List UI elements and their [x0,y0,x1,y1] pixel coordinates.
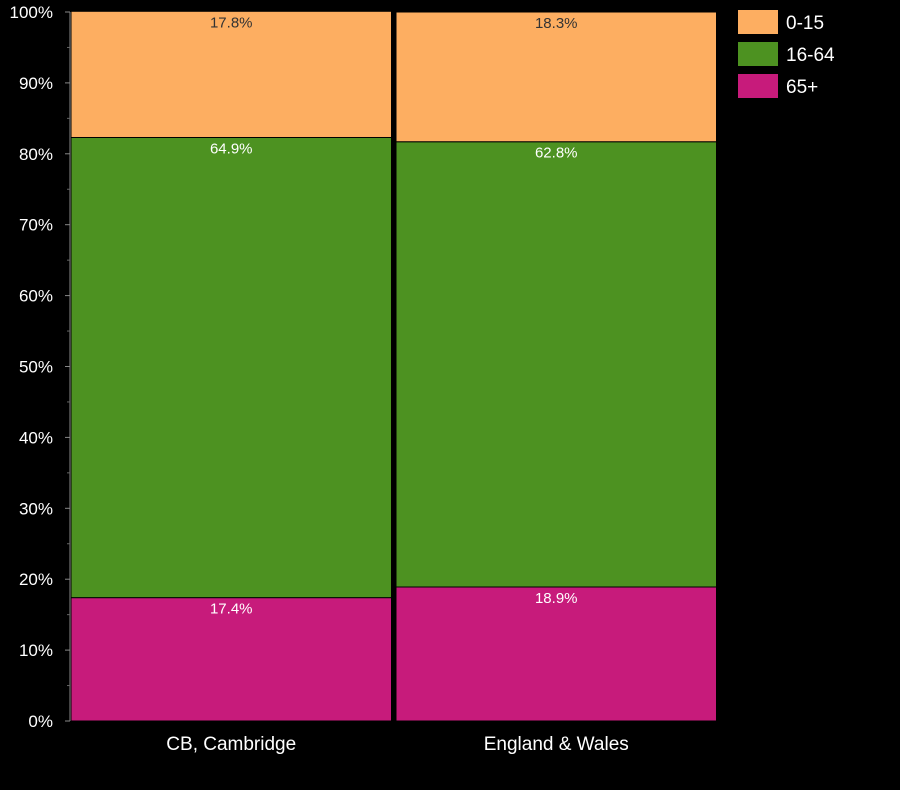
y-tick-label: 40% [19,428,53,447]
y-tick-label: 100% [10,3,53,22]
legend-swatch [738,74,778,98]
y-tick-label: 50% [19,358,53,377]
legend-label: 16-64 [786,45,835,66]
y-axis: 0% 10% 20% 30% 40% 50% 60% 70% 80% 90% 100% [10,3,71,731]
data-label: 18.9% [535,590,578,607]
data-labels: 17.4% 64.9% 17.8% 18.9% 62.8% 18.3% [210,14,578,617]
data-label: 62.8% [535,145,578,162]
x-category-label: CB, Cambridge [166,734,296,755]
y-tick-label: 0% [28,712,53,731]
x-category-label: England & Wales [484,734,629,755]
y-tick-label: 30% [19,499,53,518]
bar-segment-0-15 [70,10,392,138]
legend: 0-15 16-64 65+ [738,10,835,98]
legend-label: 65+ [786,77,818,98]
y-tick-label: 20% [19,570,53,589]
legend-swatch [738,42,778,66]
data-label: 18.3% [535,15,578,32]
bar-segment-65plus [395,586,717,722]
bar-segment-16-64 [395,141,717,588]
y-tick-label: 70% [19,216,53,235]
bars [70,10,717,722]
data-label: 64.9% [210,140,253,157]
bar-segment-0-15 [395,11,717,143]
y-tick-label: 60% [19,287,53,306]
bar-segment-65plus [70,597,392,722]
y-tick-label: 10% [19,641,53,660]
y-tick-label: 80% [19,145,53,164]
data-label: 17.8% [210,14,253,31]
legend-swatch [738,10,778,34]
data-label: 17.4% [210,601,253,618]
legend-label: 0-15 [786,13,824,34]
bar-segment-16-64 [70,136,392,599]
x-axis: CB, Cambridge England & Wales [166,734,628,755]
y-tick-label: 90% [19,74,53,93]
